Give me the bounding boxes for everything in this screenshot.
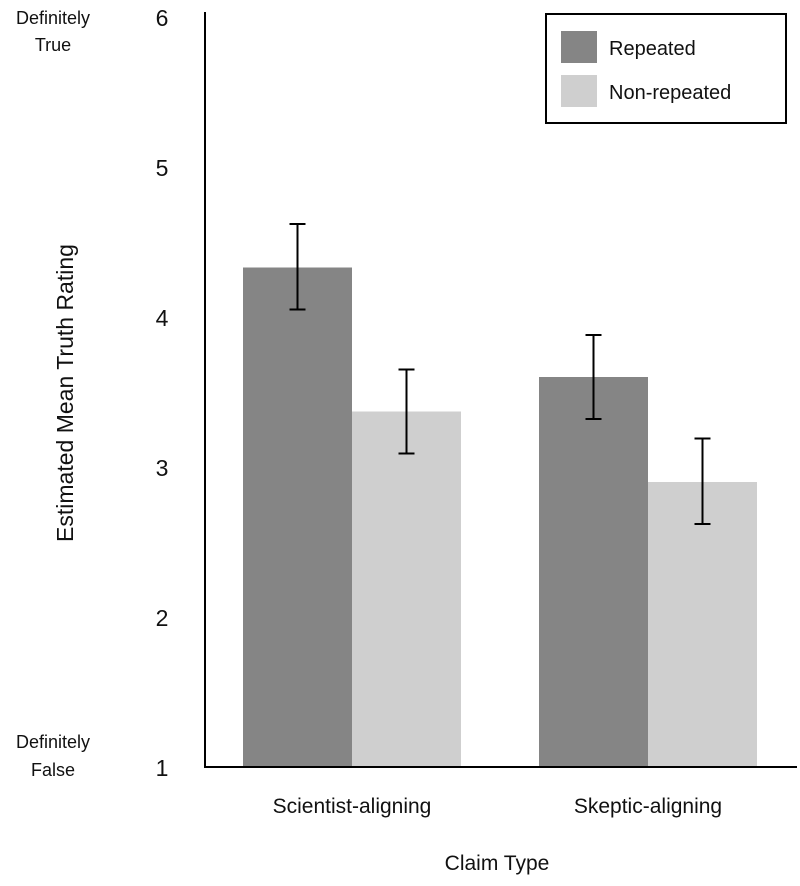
x-tick-label-0: Scientist-aligning [273,795,432,818]
y-tick-labels: 1 2 3 4 5 6 [156,5,169,781]
bar-0-0 [243,267,352,767]
y-tick-label: 3 [156,455,169,481]
y-anchor-bottom-line2: False [31,760,75,780]
legend-swatch-repeated [561,31,597,63]
x-tick-label-1: Skeptic-aligning [574,795,722,818]
y-anchor-top-line1: Definitely [16,8,90,28]
y-tick-label: 5 [156,155,169,181]
y-tick-label: 6 [156,5,169,31]
y-tick-label: 2 [156,605,169,631]
legend-swatch-non-repeated [561,75,597,107]
error-bar-1-1 [694,437,711,525]
bar-0-1 [539,377,648,767]
y-tick-label: 1 [156,755,169,781]
error-bars-layer [289,223,711,525]
legend: Repeated Non-repeated [545,13,787,124]
legend-label-non-repeated: Non-repeated [609,82,731,104]
x-axis-label: Claim Type [445,852,550,875]
bar-1-0 [352,411,461,767]
error-bar-1-0 [398,368,415,455]
error-bar-0-0 [289,223,306,311]
legend-label-repeated: Repeated [609,38,696,60]
error-bar-0-1 [585,334,602,420]
y-tick-label: 4 [156,305,169,331]
bar-1-1 [648,482,757,767]
y-axis-label: Estimated Mean Truth Rating [52,244,78,542]
y-anchor-top-line2: True [35,35,71,55]
bars-layer [243,267,757,767]
y-anchor-bottom-line1: Definitely [16,732,90,752]
